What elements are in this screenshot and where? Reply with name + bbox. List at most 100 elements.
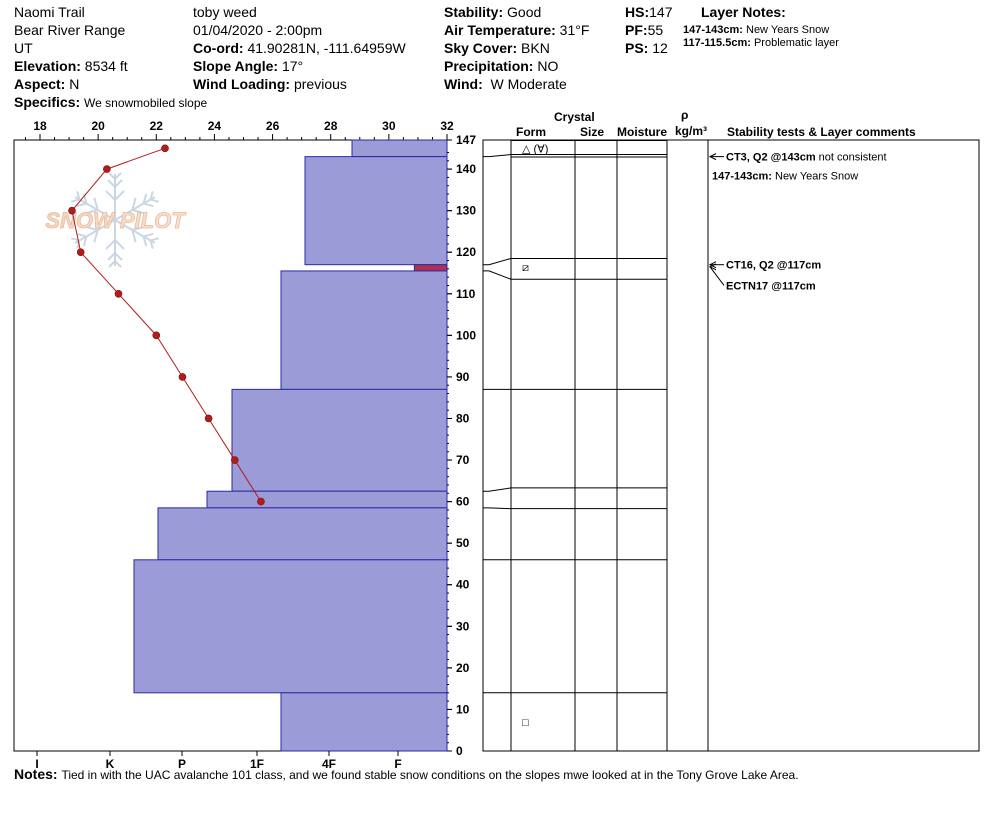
height-tick-label: 80 xyxy=(456,411,470,425)
hardness-layer xyxy=(231,388,448,492)
height-tick-label: 0 xyxy=(456,744,463,758)
grain-form-symbol: ⧄ xyxy=(522,262,529,274)
hardness-layer xyxy=(133,559,448,694)
range-name: Bear River Range xyxy=(14,22,126,38)
hardness-tick-label: 1F xyxy=(250,757,264,771)
stability-comment: CT16, Q2 @117cm xyxy=(726,260,821,272)
temperature-tick-label: 28 xyxy=(324,119,338,133)
layer-connector xyxy=(483,487,512,492)
hardness-layer xyxy=(280,692,448,752)
precipitation: Precipitation: NO xyxy=(444,58,559,74)
temperature-point xyxy=(204,414,213,423)
rho-header: ρ xyxy=(681,108,689,122)
hardness-layer xyxy=(413,264,448,272)
temperature-tick-label: 20 xyxy=(91,119,105,133)
layer-note: 147-143cm: New Years Snow xyxy=(683,24,830,36)
height-tick-label: 20 xyxy=(456,661,470,675)
hardness-tick-label: F xyxy=(394,757,401,771)
hs: HS:147 xyxy=(625,4,673,20)
temperature-point xyxy=(114,289,123,298)
hardness-tick-label: 4F xyxy=(322,757,336,771)
temperature-point xyxy=(230,456,239,464)
location-name: Naomi Trail xyxy=(14,4,85,20)
height-tick-label: 60 xyxy=(456,495,470,509)
arrow-icon xyxy=(708,261,717,269)
table-frame xyxy=(482,139,980,752)
stability-comment: CT3, Q2 @143cm not consistent xyxy=(726,152,887,164)
grain-form-symbol: △ (∀) xyxy=(522,143,548,155)
size-header: Size xyxy=(580,125,605,139)
height-tick-label: 110 xyxy=(456,287,476,301)
hardness-layer xyxy=(351,139,448,158)
temperature-tick-label: 24 xyxy=(208,119,222,133)
hardness-layer xyxy=(157,507,448,561)
temperature-profile-line xyxy=(71,147,262,502)
wind: Wind: W Moderate xyxy=(444,76,567,92)
coordinates: Co-ord: 41.90281N, -111.64959W xyxy=(193,40,406,56)
wind-loading: Wind Loading: previous xyxy=(193,76,347,92)
layer-connector xyxy=(483,154,512,158)
height-tick-label: 10 xyxy=(456,702,470,716)
snowflake-icon xyxy=(68,172,162,268)
observer: toby weed xyxy=(193,4,257,20)
temperature-point xyxy=(76,248,85,257)
hardness-layer xyxy=(206,490,448,509)
height-tick-label: 50 xyxy=(456,536,470,550)
grain-form-symbol: □ xyxy=(522,717,529,729)
temperature-point xyxy=(257,497,265,506)
notes: Notes: Tied in with the UAC avalanche 10… xyxy=(14,766,799,782)
height-tick-label: 100 xyxy=(456,328,476,342)
hardness-layer xyxy=(280,270,448,390)
moisture-header: Moisture xyxy=(617,125,668,139)
pf: PF:55 xyxy=(625,22,664,38)
height-tick-label: 140 xyxy=(456,162,476,176)
layer-notes-title: Layer Notes: xyxy=(701,4,786,20)
stability-comment: 147-143cm: New Years Snow xyxy=(712,170,858,182)
specifics: Specifics: We snowmobiled slope xyxy=(14,94,208,110)
temperature-point xyxy=(68,206,76,215)
ps: PS: 12 xyxy=(625,40,668,56)
temperature-tick-label: 32 xyxy=(440,119,454,133)
stability-comment: ECTN17 @117cm xyxy=(726,280,816,292)
height-tick-label: 90 xyxy=(456,370,470,384)
state-name: UT xyxy=(14,40,33,56)
height-tick-label: 130 xyxy=(456,204,476,218)
height-tick-label: 147 xyxy=(456,133,476,147)
sky-cover: Sky Cover: BKN xyxy=(444,40,550,56)
stability: Stability: Good xyxy=(444,4,542,20)
temperature-tick-label: 30 xyxy=(382,119,396,133)
layer-connector xyxy=(483,270,512,280)
layer-connector xyxy=(483,257,512,266)
hardness-tick-label: I xyxy=(35,757,38,771)
temperature-tick-label: 26 xyxy=(266,119,280,133)
temperature-tick-label: 18 xyxy=(33,119,47,133)
temperature-point xyxy=(161,144,169,153)
stratigraphy-table: △ (∀) ⧄ □ CT3, Q2 @143cm not consistent 147-… xyxy=(482,139,980,752)
temperature-point xyxy=(152,331,161,340)
temperature-point xyxy=(103,165,111,173)
layer-note: 117-115.5cm: Problematic layer xyxy=(683,37,839,49)
form-header: Form xyxy=(516,125,546,139)
elevation: Elevation: 8534 ft xyxy=(14,58,128,74)
comment-arrow-line xyxy=(709,266,725,286)
slope-angle: Slope Angle: 17° xyxy=(193,58,304,74)
crystal-header: Crystal xyxy=(554,110,595,124)
temperature-tick-label: 22 xyxy=(150,119,164,133)
height-tick-label: 120 xyxy=(456,245,476,259)
stability-comments-header: Stability tests & Layer comments xyxy=(727,125,916,139)
height-tick-label: 70 xyxy=(456,453,470,467)
height-tick-label: 40 xyxy=(456,578,470,592)
aspect: Aspect: N xyxy=(14,76,80,92)
watermark-text: SNOW PILOT xyxy=(45,208,186,233)
arrow-icon xyxy=(708,263,717,271)
hardness-tick-label: K xyxy=(106,757,115,771)
layer-connector xyxy=(483,507,512,510)
air-temperature: Air Temperature: 31°F xyxy=(444,22,590,38)
hardness-layer xyxy=(304,156,448,266)
density-header: kg/m³ xyxy=(675,124,708,138)
temperature-point xyxy=(178,373,187,381)
hardness-temperature-chart: 18 20 22 24 26 28 30 32 0 10 20 30 40 50 60 70 80 90 100 11… xyxy=(13,119,476,771)
arrow-icon xyxy=(708,153,717,161)
height-tick-label: 30 xyxy=(456,619,470,633)
